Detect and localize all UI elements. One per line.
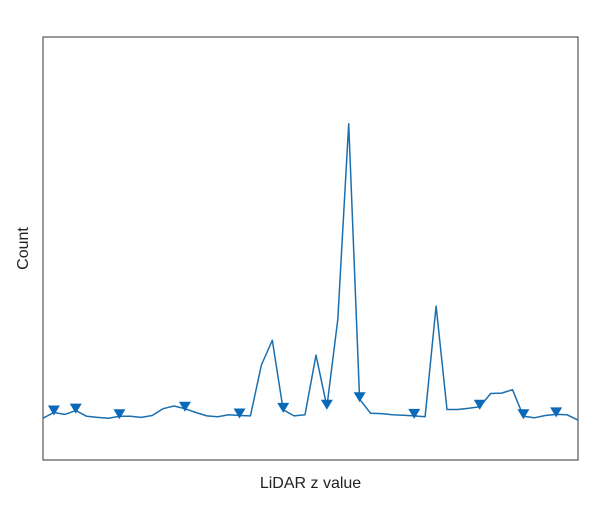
peak-marker bbox=[320, 399, 333, 410]
x-axis-label: LiDAR z value bbox=[260, 475, 361, 492]
peak-marker bbox=[353, 392, 366, 403]
peak-marker bbox=[47, 405, 60, 416]
peak-marker bbox=[550, 407, 563, 418]
peak-markers bbox=[47, 392, 563, 420]
peak-marker bbox=[178, 401, 191, 412]
series-line bbox=[42, 122, 579, 421]
peak-marker bbox=[277, 402, 290, 413]
peak-marker bbox=[473, 399, 486, 410]
peak-marker bbox=[69, 403, 82, 414]
peak-marker bbox=[233, 408, 246, 419]
peak-marker bbox=[517, 409, 530, 420]
peak-marker bbox=[408, 408, 421, 419]
series-layer bbox=[42, 122, 579, 421]
peak-marker bbox=[113, 409, 126, 420]
y-axis-label: Count bbox=[15, 227, 32, 270]
plot-frame bbox=[42, 36, 579, 461]
